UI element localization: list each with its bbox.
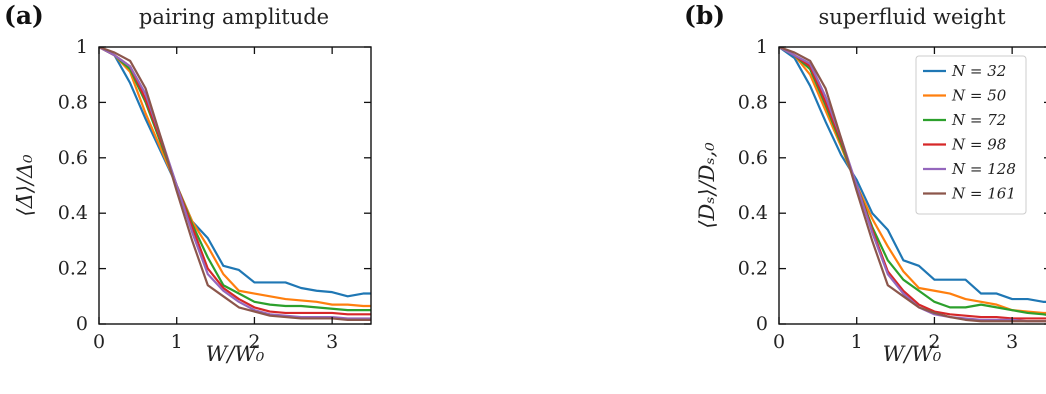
legend-label-0: N = 32	[951, 62, 1006, 80]
panel-a-title: pairing amplitude	[139, 5, 329, 29]
panel-b-xtick-label: 0	[773, 331, 785, 353]
legend-label-2: N = 72	[951, 111, 1006, 129]
panel-b-ytick-label: 0.4	[738, 202, 768, 224]
legend-label-5: N = 161	[951, 185, 1016, 203]
panel-b-ytick-label: 0.8	[738, 91, 768, 113]
panel-a-xtick-label: 2	[248, 331, 260, 353]
panel-a-series-line-3	[99, 47, 371, 316]
panel-b-axes-frame	[778, 46, 1046, 325]
panel-b-series-line-0	[779, 47, 1046, 303]
panel-a-letter: (a)	[4, 1, 44, 30]
panel-b-plot: 0 1 2 3 0 0.2 0.4 0.6 0.8 1	[738, 36, 1046, 353]
legend-label-3: N = 98	[951, 136, 1006, 154]
panel-a: (a) pairing amplitude 0 1 2 3 0 0.2 0.4 0.6 0.8 1…	[4, 1, 372, 366]
panel-a-ylabel: ⟨Δ̄⟩/Δ₀	[13, 154, 37, 217]
panel-b-ytick-label: 1	[756, 36, 768, 58]
panel-a-series-line-1	[99, 47, 371, 308]
panel-b-title: superfluid weight	[818, 5, 1006, 29]
legend-label-4: N = 128	[951, 160, 1016, 178]
legend-label-1: N = 50	[951, 87, 1007, 105]
panel-a-xtick-label: 1	[171, 331, 183, 353]
panel-b-ytick-label: 0.2	[738, 258, 768, 280]
legend: N = 32 N = 50 N = 72 N = 98 N = 128 N = 161	[915, 55, 1027, 215]
panel-b: (b) superfluid weight 0 1 2 3 0 0.2 0.4 0.6 0.8 1…	[684, 1, 1046, 366]
panel-b-letter: (b)	[684, 1, 725, 30]
panel-a-plot: 0 1 2 3 0 0.2 0.4 0.6 0.8 1	[58, 36, 371, 353]
panel-a-ytick-label: 0	[76, 313, 88, 335]
panel-b-xlabel: W/W₀	[883, 342, 942, 366]
panel-a-ytick-label: 0.2	[58, 258, 88, 280]
panel-b-xtick-label: 2	[928, 331, 940, 353]
panel-a-xtick-label: 0	[93, 331, 105, 353]
panel-a-series-line-0	[99, 47, 371, 298]
panel-a-xlabel: W/W₀	[206, 342, 265, 366]
panel-b-ylabel: ⟨Dₛ⟩/Dₛ,₀	[695, 142, 719, 229]
panel-b-ytick-label: 0	[756, 313, 768, 335]
panel-a-ytick-label: 0.4	[58, 202, 88, 224]
panel-b-xtick-label: 1	[851, 331, 863, 353]
panel-a-ytick-label: 1	[76, 36, 88, 58]
panel-b-ytick-label: 0.6	[738, 147, 768, 169]
panel-a-ytick-label: 0.8	[58, 91, 88, 113]
panel-a-xtick-label: 3	[326, 331, 338, 353]
panel-b-xtick-label: 3	[1006, 331, 1018, 353]
panel-a-axes-frame	[98, 46, 372, 325]
panel-a-ytick-label: 0.6	[58, 147, 88, 169]
